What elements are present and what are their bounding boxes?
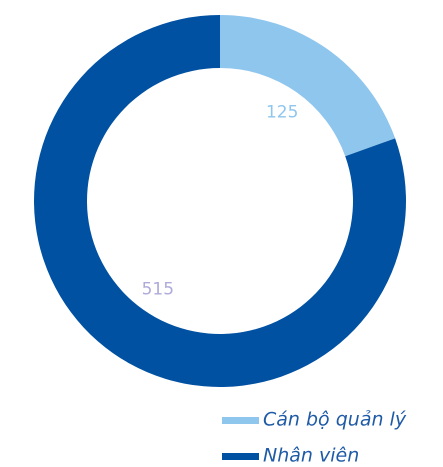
legend-swatch (222, 453, 259, 460)
legend-swatch (222, 417, 259, 424)
value-label: 125 (266, 103, 298, 123)
donut-segment (220, 15, 396, 157)
value-label: 515 (142, 279, 174, 299)
legend-label: Nhân viên (263, 445, 359, 467)
legend-label: Cán bộ quản lý (263, 409, 407, 431)
